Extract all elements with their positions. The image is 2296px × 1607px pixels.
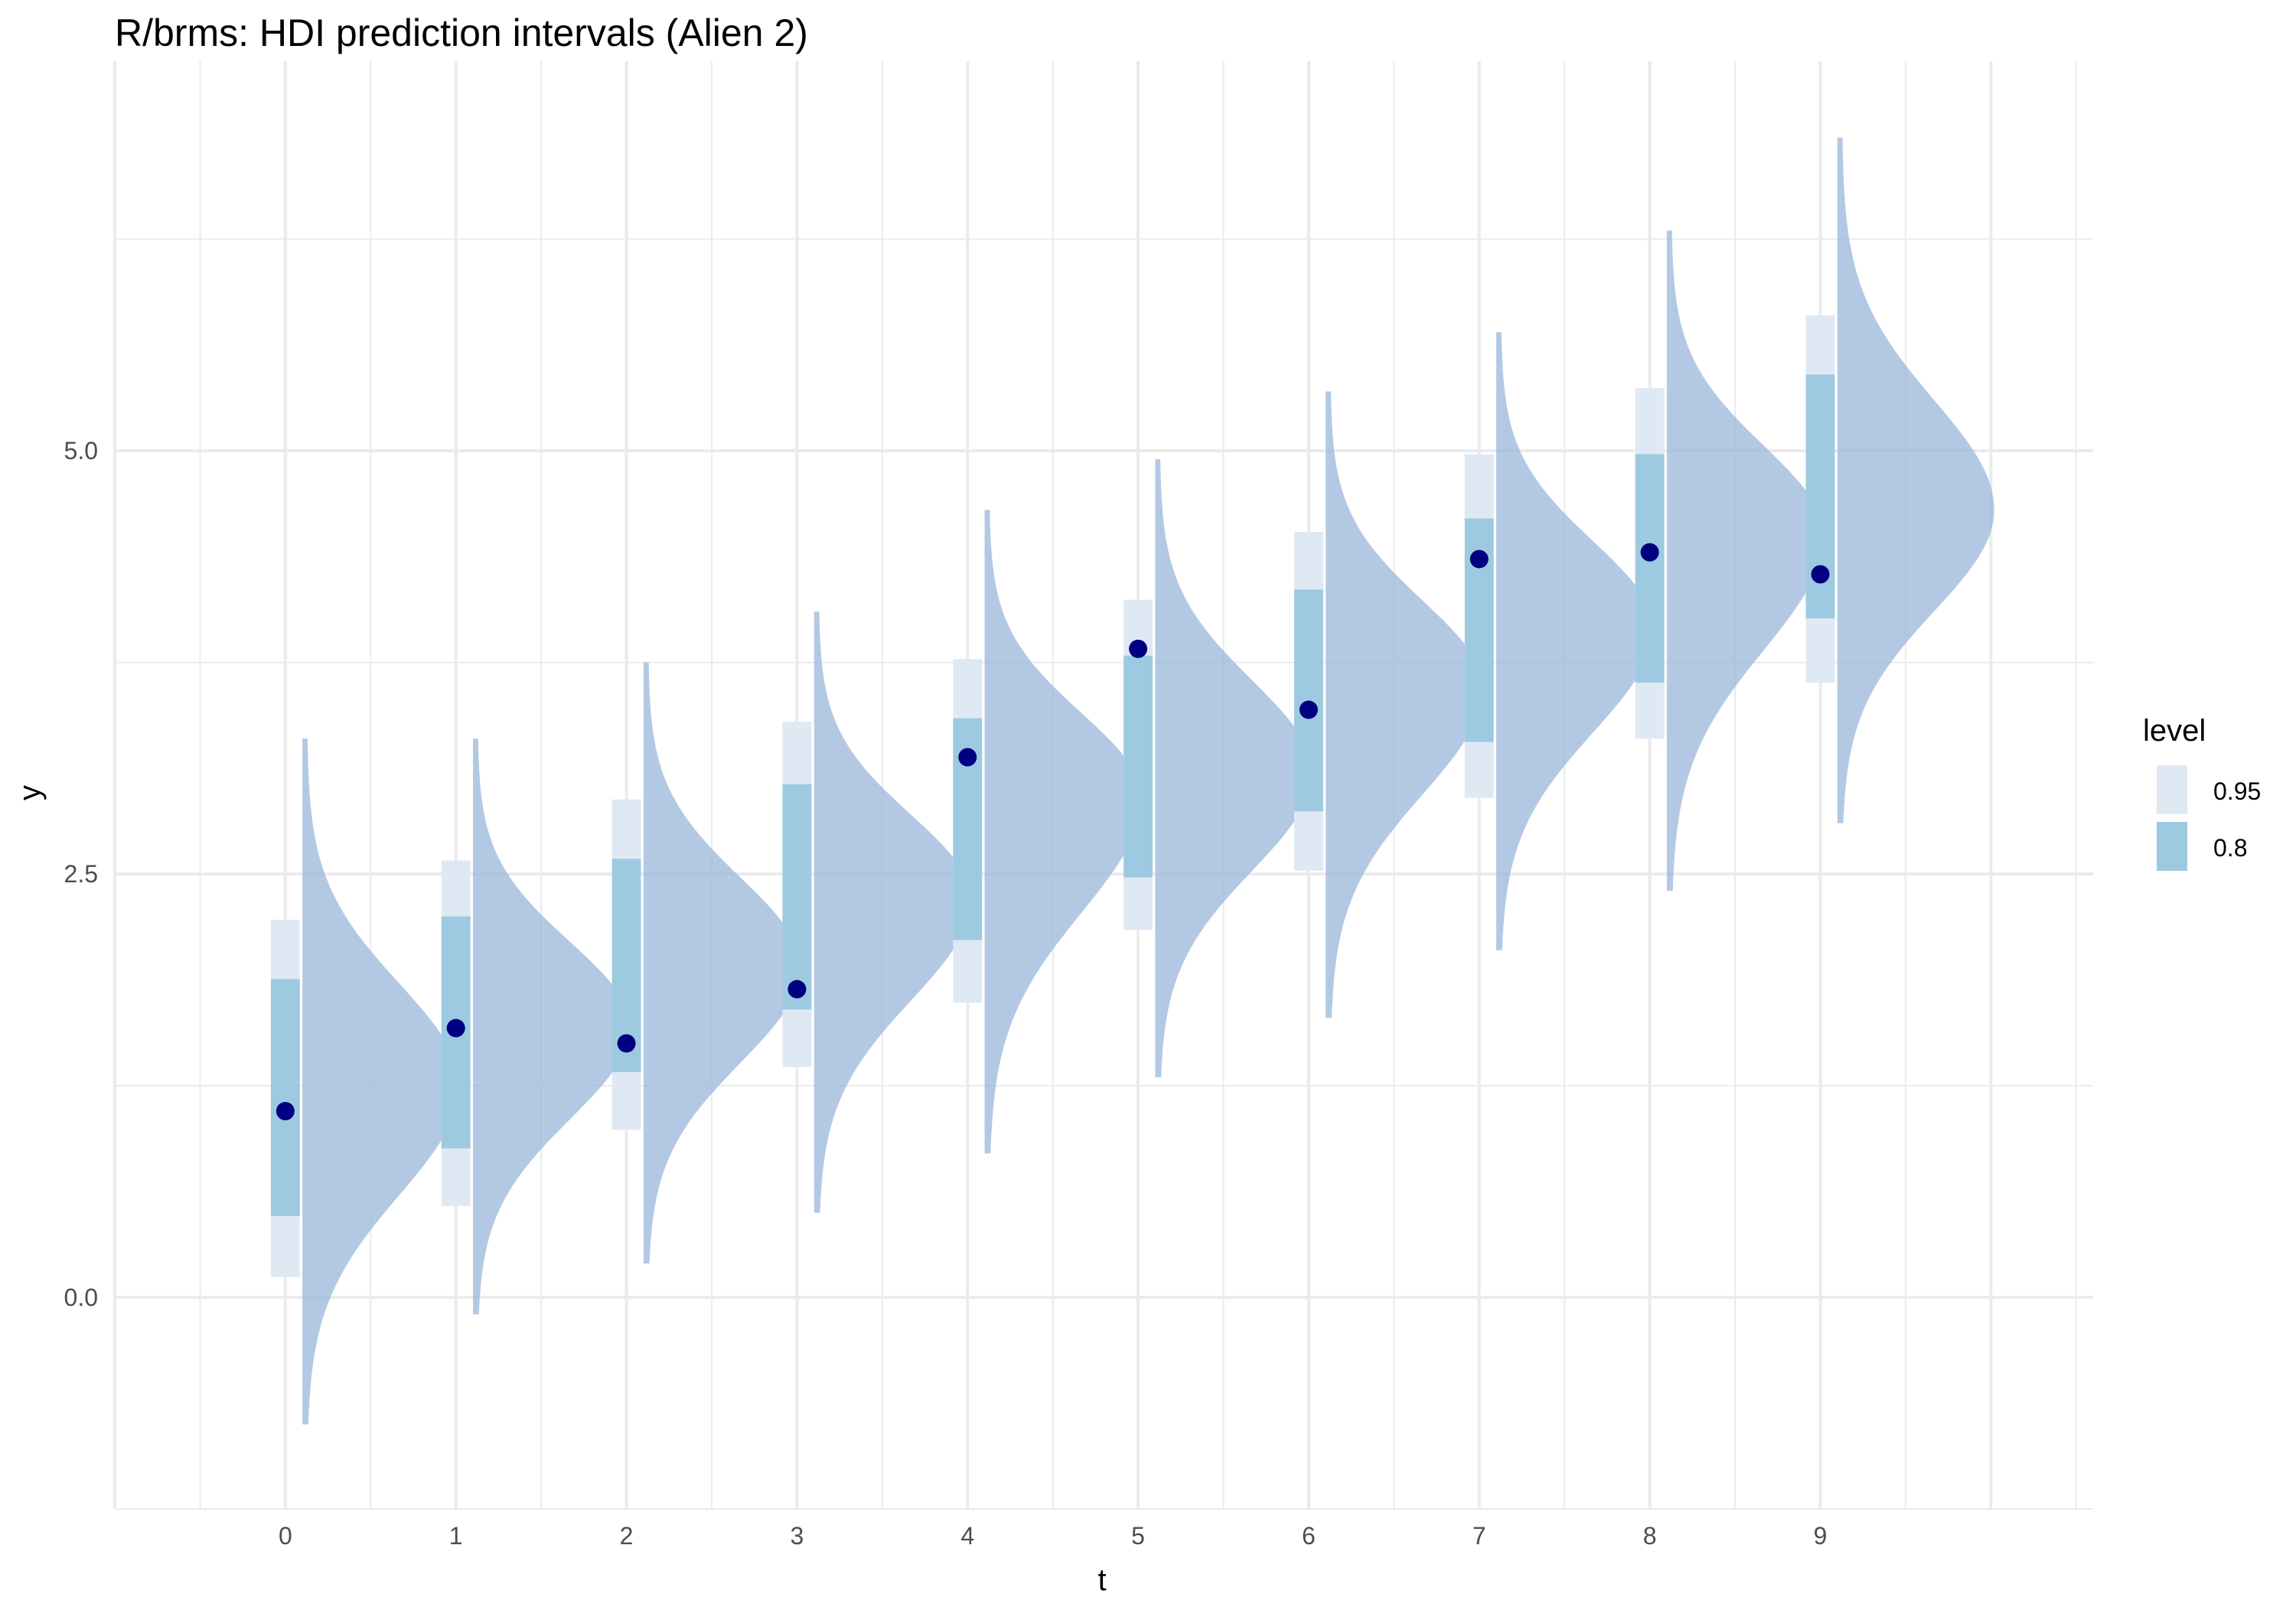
point-estimate	[1469, 549, 1489, 569]
point-estimate	[446, 1019, 465, 1038]
y-axis-title: y	[13, 785, 47, 800]
density-violin	[643, 662, 801, 1264]
x-tick-label: 0	[279, 1522, 292, 1550]
x-tick-label: 1	[449, 1522, 463, 1550]
point-estimate	[958, 748, 977, 767]
x-tick-label: 3	[790, 1522, 804, 1550]
x-tick-label: 8	[1643, 1522, 1657, 1550]
point-estimate	[276, 1101, 295, 1120]
x-tick-label: 9	[1814, 1522, 1828, 1550]
x-tick-label: 5	[1131, 1522, 1145, 1550]
density-violin	[302, 738, 460, 1425]
x-tick-label: 7	[1473, 1522, 1486, 1550]
point-estimate	[1811, 565, 1830, 584]
density-violin	[1155, 459, 1313, 1077]
x-axis-title: t	[1097, 1563, 1106, 1597]
point-estimate	[788, 980, 807, 999]
density-violin	[984, 510, 1142, 1154]
legend-key-95	[2157, 765, 2187, 814]
hdi80-bar	[1293, 589, 1323, 812]
hdi80-bar	[782, 784, 812, 1010]
density-violin	[1837, 137, 1994, 823]
legend: level 0.95 0.8	[2143, 714, 2261, 871]
density-violin	[814, 611, 971, 1213]
hdi80-bar	[270, 979, 300, 1217]
x-tick-label: 2	[620, 1522, 634, 1550]
interval-layer	[270, 315, 1835, 1277]
tick-layer: 0 1 2 3 4 5 6 7 8 9 0.0 2.5 5.0	[64, 437, 1828, 1550]
y-tick-label: 0.0	[64, 1283, 98, 1311]
density-violin	[1326, 391, 1483, 1019]
legend-key-80	[2157, 822, 2187, 871]
hdi80-bar	[1635, 454, 1665, 683]
chart-title: R/brms: HDI prediction intervals (Alien …	[115, 11, 808, 54]
x-tick-label: 6	[1302, 1522, 1316, 1550]
density-violin	[1496, 332, 1653, 950]
density-layer	[302, 137, 1994, 1425]
legend-label-80: 0.8	[2213, 834, 2247, 862]
point-estimate	[1640, 543, 1659, 562]
legend-title: level	[2143, 714, 2206, 748]
y-tick-label: 5.0	[64, 437, 98, 464]
y-tick-label: 2.5	[64, 860, 98, 888]
density-violin	[1666, 230, 1824, 892]
point-estimate	[1299, 700, 1318, 719]
point-estimate	[1129, 639, 1148, 658]
point-estimate	[617, 1034, 636, 1053]
x-tick-label: 4	[960, 1522, 974, 1550]
point-layer	[276, 543, 1830, 1120]
legend-label-95: 0.95	[2213, 777, 2261, 805]
hdi80-bar	[1124, 655, 1153, 878]
density-violin	[473, 738, 630, 1315]
